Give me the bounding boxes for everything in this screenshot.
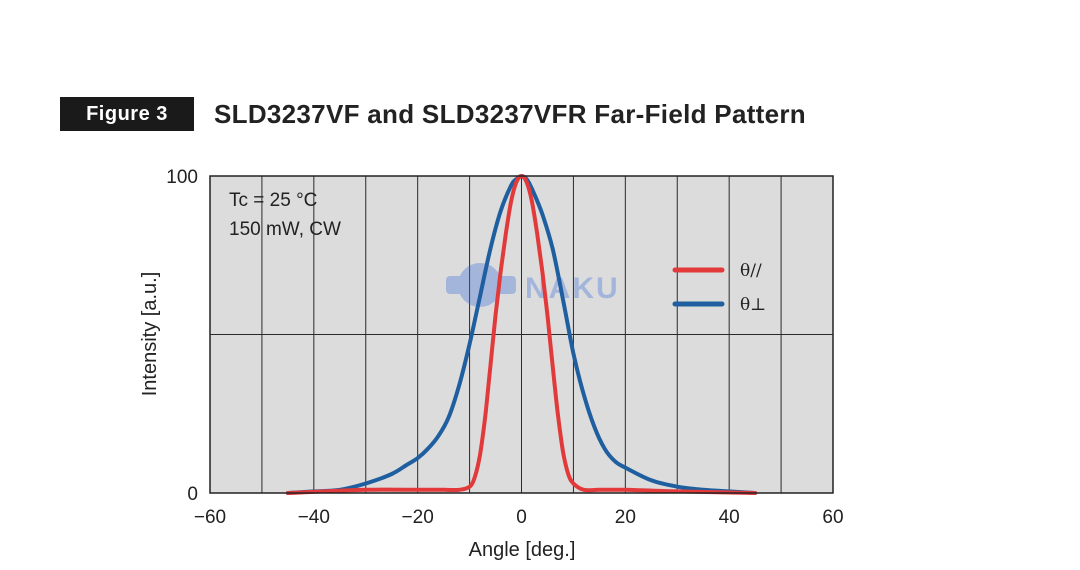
y-tick-label: 100: [166, 167, 198, 188]
x-tick-label: 0: [516, 507, 527, 528]
x-axis-ticks: −60 −40 −20 0 20 40 60: [194, 507, 844, 528]
x-tick-label: 20: [615, 507, 636, 528]
annotation-power: 150 mW, CW: [229, 219, 341, 240]
legend: θ// θ⊥: [672, 261, 766, 315]
grid: [210, 176, 833, 493]
annotation-temperature: Tc = 25 °C: [229, 190, 317, 211]
figure-header: Figure 3 SLD3237VF and SLD3237VFR Far-Fi…: [60, 96, 806, 132]
x-tick-label: 40: [719, 507, 740, 528]
y-axis-ticks: 0 100: [166, 167, 198, 505]
y-tick-label: 0: [187, 484, 198, 505]
x-tick-label: −20: [402, 507, 434, 528]
x-tick-label: −40: [298, 507, 330, 528]
y-axis-title: Intensity [a.u.]: [139, 272, 161, 397]
x-tick-label: −60: [194, 507, 226, 528]
figure-title: SLD3237VF and SLD3237VFR Far-Field Patte…: [214, 98, 806, 129]
x-tick-label: 60: [822, 507, 843, 528]
legend-label: θ⊥: [740, 295, 766, 315]
plot-frame: [209, 175, 834, 494]
figure-badge: Figure 3: [60, 97, 194, 131]
x-axis-title: Angle [deg.]: [469, 539, 576, 561]
watermark-text: NAKU: [525, 272, 620, 305]
legend-label: θ//: [740, 261, 762, 281]
